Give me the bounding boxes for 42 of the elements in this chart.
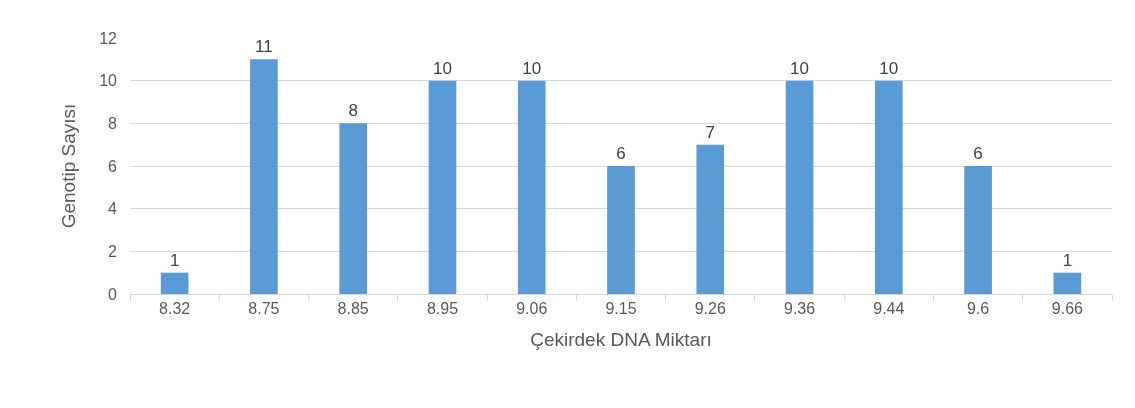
data-label: 8: [348, 101, 358, 121]
data-label: 6: [616, 144, 626, 163]
x-tick-label: 9.06: [516, 300, 548, 318]
bar: [1053, 272, 1082, 294]
bar: [160, 272, 189, 294]
y-tick-label: 6: [108, 157, 118, 175]
data-label: 11: [255, 37, 273, 57]
bar: [607, 166, 635, 294]
data-label: 7: [705, 122, 716, 142]
bar: [517, 80, 546, 294]
bar: [696, 144, 725, 294]
bar: [250, 59, 278, 294]
x-tick-label: 9.66: [1051, 300, 1084, 318]
x-tick-label: 8.95: [426, 300, 459, 318]
x-tick-label: 9.44: [873, 300, 905, 318]
y-tick-label: 2: [108, 242, 118, 260]
bar: [964, 166, 992, 294]
data-label: 10: [879, 58, 899, 78]
x-tick-label: 8.32: [159, 300, 191, 318]
data-label: 6: [973, 144, 983, 163]
x-tick-label: 8.85: [337, 300, 369, 318]
x-tick-label: 9.6: [966, 300, 990, 318]
data-label: 10: [790, 58, 810, 78]
y-tick-label: 12: [99, 29, 118, 47]
x-tick-label: 8.75: [248, 300, 280, 318]
data-label: 1: [1062, 250, 1073, 270]
y-axis-title: Genotip Sayısı: [58, 103, 80, 229]
x-axis-title: Çekirdek DNA Miktarı: [530, 329, 712, 350]
y-tick-label: 4: [108, 200, 118, 218]
y-tick-label: 0: [108, 285, 118, 303]
y-tick-label: 10: [99, 72, 118, 90]
x-tick-label: 9.36: [783, 300, 816, 318]
data-label: 10: [432, 58, 452, 78]
bar: [428, 80, 457, 294]
bar: [874, 80, 903, 294]
data-label: 1: [169, 250, 180, 270]
x-tick-label: 9.15: [605, 300, 637, 318]
bar: [339, 123, 368, 294]
bar: [785, 80, 814, 294]
data-label: 10: [522, 58, 542, 78]
y-tick-label: 8: [108, 114, 118, 132]
x-tick-label: 9.26: [694, 300, 726, 318]
